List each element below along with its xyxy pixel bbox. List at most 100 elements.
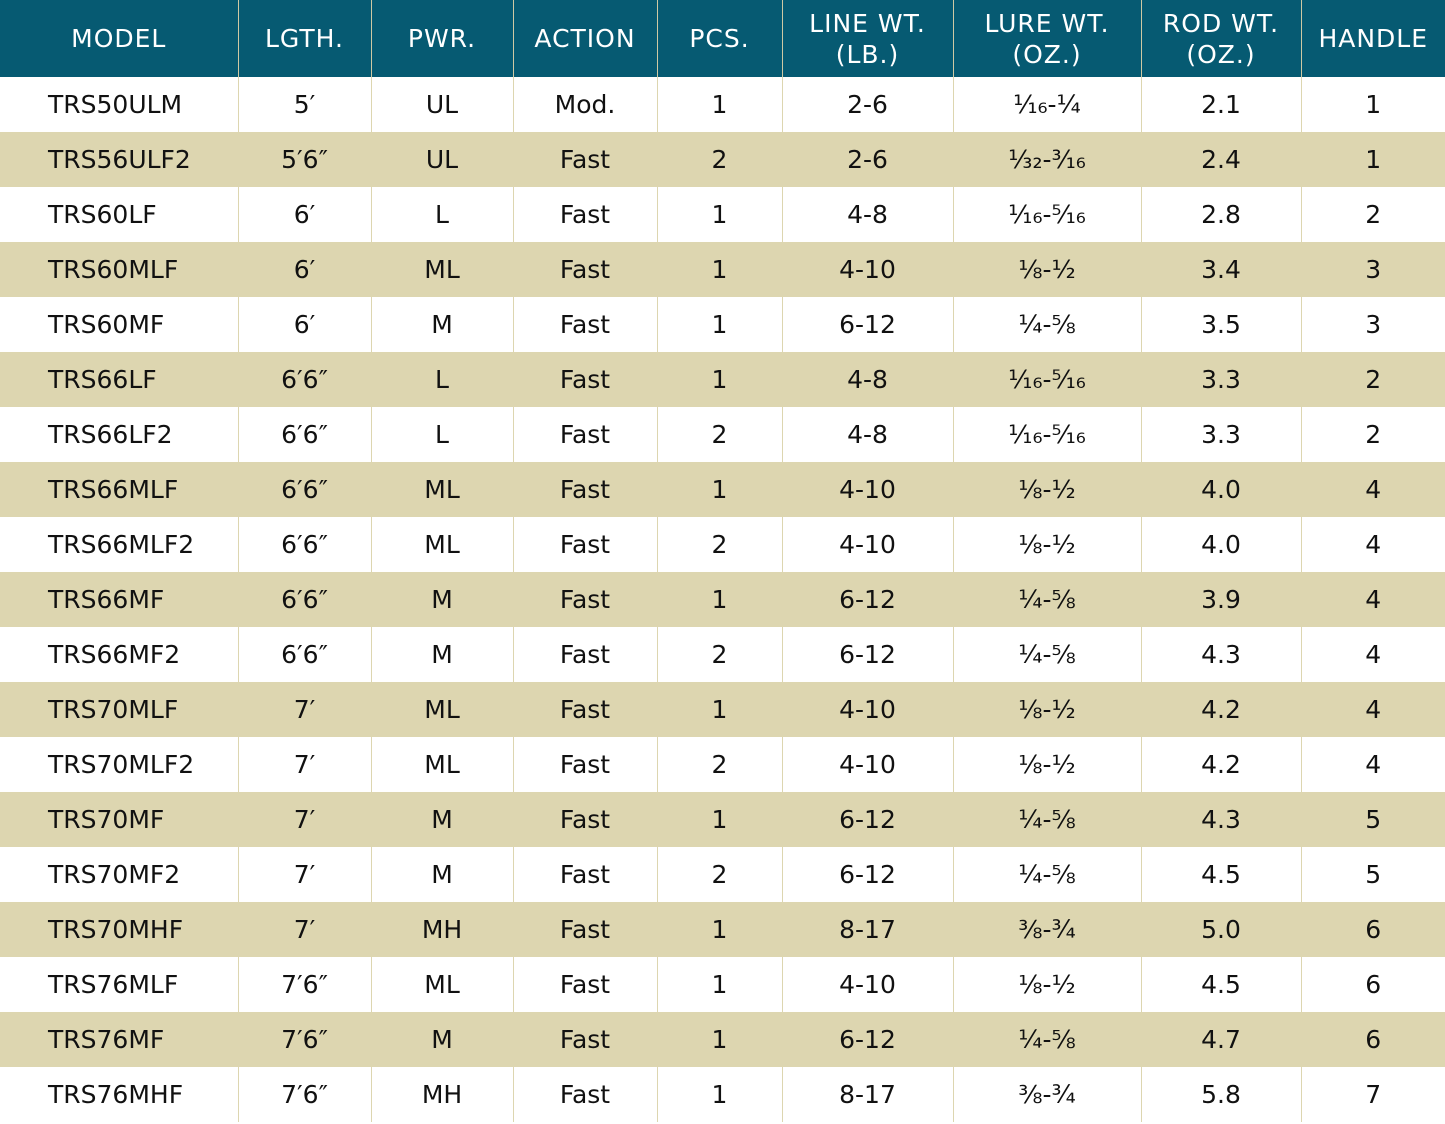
table-cell: 1 [657,957,783,1012]
table-cell: Fast [513,902,658,957]
table-cell: 4.2 [1141,682,1302,737]
table-header: MODEL LGTH. PWR. ACTION PCS. LINE WT. (LB.) LU… [0,0,1445,77]
table-cell: Fast [513,297,658,352]
table-cell: 4-10 [782,682,954,737]
column-header: ROD WT. (OZ.) [1141,0,1302,77]
table-body: TRS50ULM 5′ UL Mod. 1 2-6 ¹⁄₁₆-¼ 2.1 1 TRS56ULF2 5… [0,77,1445,1122]
table-cell: ¼-⅝ [953,1012,1142,1067]
table-cell: 3.9 [1141,572,1302,627]
table-row: TRS76MF 7′6″ M Fast 1 6-12 ¼-⅝ 4.7 6 [0,1012,1445,1067]
table-cell: Fast [513,627,658,682]
table-row: TRS66MF 6′6″ M Fast 1 6-12 ¼-⅝ 3.9 4 [0,572,1445,627]
table-cell: ¹⁄₃₂-³⁄₁₆ [953,132,1142,187]
table-cell: ⅛-½ [953,517,1142,572]
model-cell: TRS76MHF [0,1067,239,1122]
table-cell: Fast [513,682,658,737]
table-cell: 4 [1365,750,1382,779]
model-cell: TRS50ULM [0,77,239,132]
model-cell: TRS70MF2 [0,847,239,902]
table-cell: 3.4 [1141,242,1302,297]
table-cell: 7′ [238,682,372,737]
table-cell: 3.5 [1141,297,1302,352]
table-cell: Fast [513,1067,658,1122]
model-cell: TRS60MF [0,297,239,352]
table-cell: 6′ [238,242,372,297]
table-cell: Fast [513,572,658,627]
table-cell: ML [371,957,514,1012]
table-cell: 2.8 [1141,187,1302,242]
table-cell: 4.5 [1141,847,1302,902]
column-header: LURE WT. (OZ.) [953,0,1142,77]
table-cell: ¼-⅝ [953,297,1142,352]
table-cell: 6-12 [782,572,954,627]
table-cell: 6′6″ [238,352,372,407]
table-cell: M [371,792,514,847]
table-cell: 6-12 [782,627,954,682]
table-cell: 7′6″ [238,957,372,1012]
table-cell: UL [371,77,514,132]
table-row: TRS70MF 7′ M Fast 1 6-12 ¼-⅝ 4.3 5 [0,792,1445,847]
table-row: TRS70MLF2 7′ ML Fast 2 4-10 ⅛-½ 4.2 4 [0,737,1445,792]
table-cell: 1 [657,352,783,407]
model-cell: TRS70MHF [0,902,239,957]
table-row: TRS76MHF 7′6″ MH Fast 1 8-17 ⅜-¾ 5.8 7 [0,1067,1445,1122]
table-cell: ⅛-½ [953,242,1142,297]
model-cell: TRS66MLF [0,462,239,517]
table-cell: 6 [1365,970,1382,999]
table-cell: 3 [1365,310,1382,339]
table-cell: 4 [1365,640,1382,669]
table-cell: Fast [513,792,658,847]
column-header: ACTION [513,0,658,77]
table-row: TRS60MF 6′ M Fast 1 6-12 ¼-⅝ 3.5 3 [0,297,1445,352]
table-cell: 3 [1301,242,1445,297]
table-cell: ⅛-½ [953,957,1142,1012]
table-row: TRS76MLF 7′6″ ML Fast 1 4-10 ⅛-½ 4.5 6 [0,957,1445,1012]
table-row: TRS70MF2 7′ M Fast 2 6-12 ¼-⅝ 4.5 5 [0,847,1445,902]
table-cell: ¼-⅝ [953,627,1142,682]
table-cell: 2 [657,627,783,682]
table-cell: 1 [657,187,783,242]
table-cell: 4-10 [782,242,954,297]
table-cell: 6′6″ [238,627,372,682]
table-cell: 2-6 [782,77,954,132]
table-cell: 7 [1365,1080,1382,1109]
table-cell: 6′6″ [238,517,372,572]
table-cell: 3.3 [1141,352,1302,407]
table-cell: 4 [1301,572,1445,627]
table-cell: 4-10 [782,737,954,792]
table-cell: 6′6″ [238,407,372,462]
table-cell: 6-12 [782,1012,954,1067]
table-row: TRS56ULF2 5′6″ UL Fast 2 2-6 ¹⁄₃₂-³⁄₁₆ 2.4 1 [0,132,1445,187]
model-cell: TRS60LF [0,187,239,242]
table-cell: 2 [657,517,783,572]
table-cell: 4.0 [1141,517,1302,572]
table-cell: 7′ [238,902,372,957]
table-cell: 8-17 [782,902,954,957]
table-cell: ¹⁄₁₆-⁵⁄₁₆ [953,352,1142,407]
table-cell: ML [371,737,514,792]
table-cell: MH [371,902,514,957]
table-cell: Fast [513,957,658,1012]
table-cell: ¹⁄₁₆-⁵⁄₁₆ [953,407,1142,462]
table-cell: 7′ [238,847,372,902]
table-cell: Fast [513,847,658,902]
table-cell: Fast [513,352,658,407]
table-cell: ¼-⅝ [953,847,1142,902]
table-cell: 1 [657,792,783,847]
table-cell: UL [371,132,514,187]
table-row: TRS66MLF 6′6″ ML Fast 1 4-10 ⅛-½ 4.0 4 [0,462,1445,517]
table-cell: ML [371,462,514,517]
model-cell: TRS76MF [0,1012,239,1067]
table-cell: ⅜-¾ [953,902,1142,957]
table-row: TRS66MF2 6′6″ M Fast 2 6-12 ¼-⅝ 4.3 4 [0,627,1445,682]
table-cell: 4.7 [1141,1012,1302,1067]
model-cell: TRS66MF2 [0,627,239,682]
table-cell: Fast [513,187,658,242]
table-cell: 1 [657,682,783,737]
table-cell: 5′6″ [238,132,372,187]
table-cell: 2 [657,407,783,462]
table-row: TRS60LF 6′ L Fast 1 4-8 ¹⁄₁₆-⁵⁄₁₆ 2.8 2 [0,187,1445,242]
model-cell: TRS66MLF2 [0,517,239,572]
table-cell: 5.0 [1141,902,1302,957]
table-cell: ⅜-¾ [953,1067,1142,1122]
